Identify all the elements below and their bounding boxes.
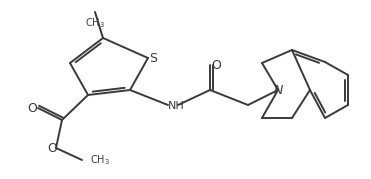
- Text: O: O: [27, 101, 37, 115]
- Text: S: S: [149, 52, 157, 64]
- Text: NH: NH: [168, 101, 185, 111]
- Text: CH$_3$: CH$_3$: [85, 16, 105, 30]
- Text: O: O: [47, 142, 57, 154]
- Text: O: O: [211, 59, 221, 71]
- Text: N: N: [273, 83, 283, 96]
- Text: CH$_3$: CH$_3$: [90, 153, 110, 167]
